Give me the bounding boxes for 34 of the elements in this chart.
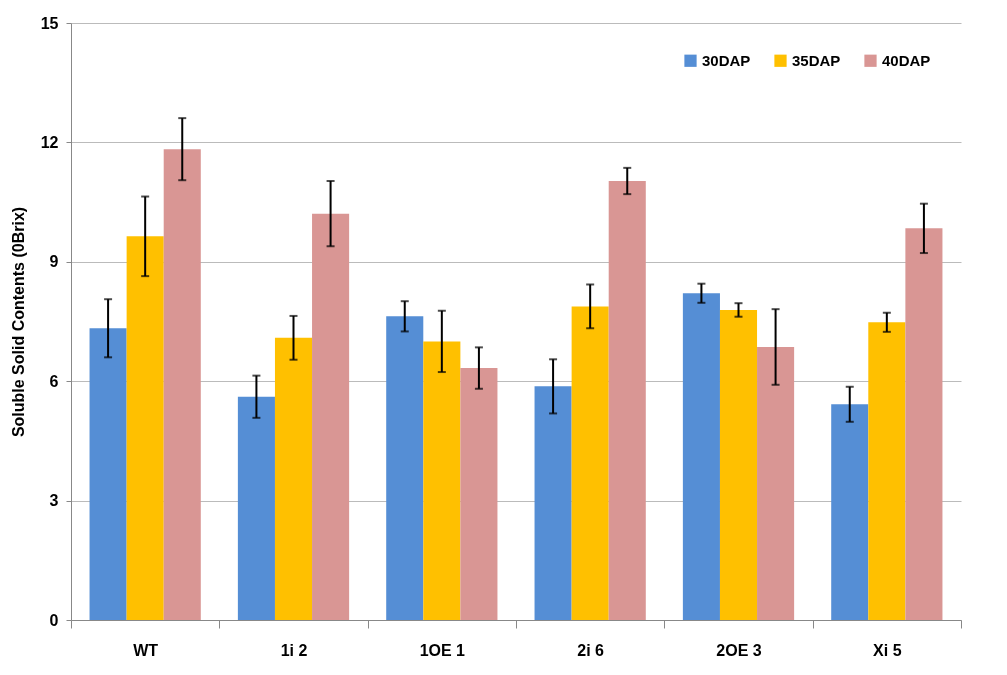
legend-label: 35DAP	[792, 51, 841, 69]
legend-label: 40DAP	[882, 51, 931, 69]
bar	[386, 316, 424, 620]
bar	[905, 228, 943, 620]
y-tick-label: 9	[49, 253, 59, 271]
bar	[89, 328, 127, 620]
bar	[460, 368, 498, 620]
bar	[719, 309, 758, 620]
bar	[237, 396, 275, 620]
y-tick-label: 12	[40, 133, 59, 151]
y-tick-label: 0	[49, 611, 59, 629]
bar	[312, 213, 350, 620]
y-axis-title: Soluble Solid Contents (0Brix)	[9, 206, 27, 438]
y-tick-label: 6	[49, 372, 59, 390]
bar	[608, 181, 646, 620]
bar	[534, 386, 572, 620]
x-tick-label: 1OE 1	[419, 641, 466, 659]
bar	[757, 346, 795, 620]
bar	[423, 341, 461, 620]
y-tick-label: 15	[40, 14, 59, 32]
x-tick-label: WT	[133, 641, 159, 659]
legend-label: 30DAP	[702, 51, 751, 69]
x-tick-label: Xi 5	[873, 641, 902, 659]
bar	[868, 322, 906, 620]
bar	[126, 236, 164, 620]
x-tick-label: 1i 2	[280, 641, 308, 659]
bar	[274, 337, 313, 620]
bar	[571, 306, 609, 620]
bar	[831, 404, 869, 620]
x-tick-label: 2i 6	[577, 641, 605, 659]
y-tick-label: 3	[49, 492, 59, 510]
bar	[163, 149, 201, 620]
bar	[682, 293, 720, 620]
x-tick-label: 2OE 3	[716, 641, 762, 659]
